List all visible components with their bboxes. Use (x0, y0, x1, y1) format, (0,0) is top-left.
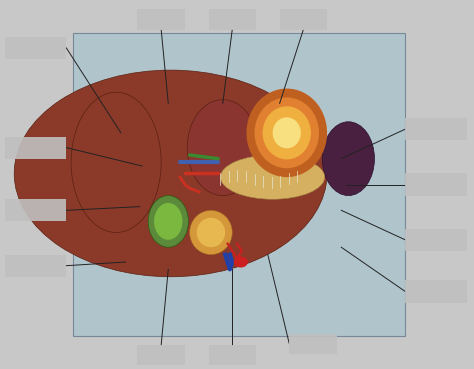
Ellipse shape (322, 122, 374, 196)
Ellipse shape (234, 256, 248, 268)
Bar (73, 33, 405, 336)
Ellipse shape (187, 100, 258, 196)
Bar (5, 199, 66, 221)
Bar (209, 9, 256, 30)
Bar (137, 345, 185, 365)
Bar (405, 173, 467, 196)
Bar (5, 255, 66, 277)
Ellipse shape (71, 92, 161, 232)
Bar (405, 118, 467, 140)
Ellipse shape (273, 117, 301, 148)
Ellipse shape (197, 218, 225, 247)
Ellipse shape (148, 196, 188, 247)
Ellipse shape (263, 106, 311, 159)
Bar (137, 9, 185, 30)
Bar (405, 229, 467, 251)
Ellipse shape (190, 210, 232, 255)
Ellipse shape (255, 97, 319, 168)
Bar (405, 280, 467, 303)
Bar (209, 345, 256, 365)
Bar (5, 37, 66, 59)
Bar (5, 137, 66, 159)
Ellipse shape (246, 89, 327, 177)
Bar (289, 334, 337, 354)
Ellipse shape (14, 70, 327, 277)
Bar (280, 9, 327, 30)
Ellipse shape (220, 155, 325, 199)
Ellipse shape (154, 203, 182, 240)
